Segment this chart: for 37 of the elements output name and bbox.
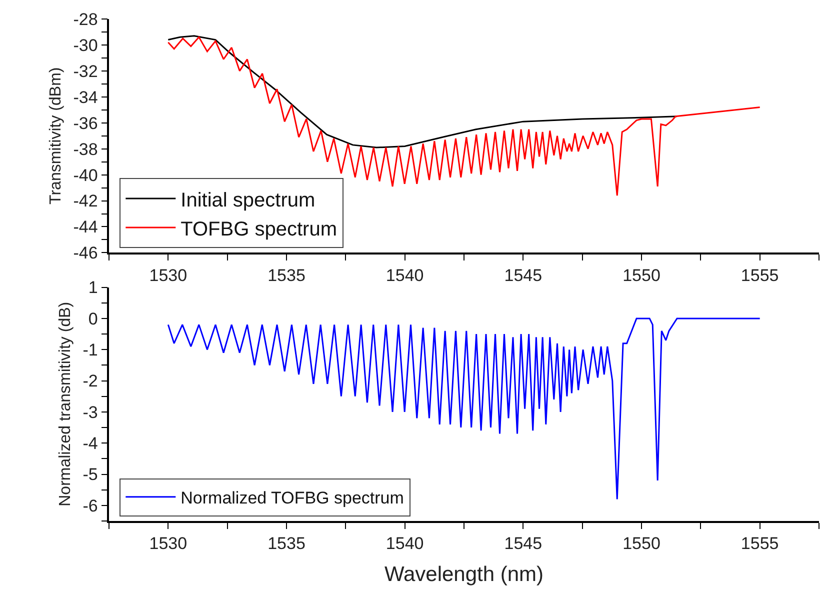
y-tick-label: -30 [73, 36, 98, 55]
y-tick-label: -44 [73, 218, 98, 237]
x-tick-label: 1555 [740, 266, 779, 285]
y-tick-label: -1 [82, 340, 98, 360]
y-tick-label: -46 [73, 244, 98, 263]
y-axis-title: Transmitivity (dBm) [48, 67, 65, 204]
y-tick-label: -42 [73, 192, 98, 211]
line-series [167, 35, 678, 148]
x-axis-title: Wavelength (nm) [384, 562, 544, 586]
y-tick-label: -3 [82, 402, 98, 422]
legend-label: TOFBG spectrum [180, 218, 337, 240]
x-tick-label: 1535 [268, 266, 306, 285]
y-tick-label: -5 [82, 465, 98, 484]
x-tick-label: 1540 [386, 266, 424, 285]
legend-label: Initial spectrum [180, 189, 316, 212]
x-tick-label: 1550 [622, 534, 660, 554]
x-tick-label: 1555 [740, 534, 779, 554]
x-tick-label: 1535 [268, 534, 306, 554]
legend-label: Normalized TOFBG spectrum [180, 488, 404, 508]
x-tick-label: 1545 [504, 266, 542, 285]
x-tick-label: 1540 [386, 534, 424, 554]
y-tick-label: -38 [73, 140, 98, 159]
x-tick-label: 1545 [504, 534, 542, 554]
y-tick-label: -28 [73, 10, 98, 29]
y-tick-label: 1 [88, 278, 98, 298]
x-tick-label: 1530 [149, 534, 188, 554]
y-axis-title: Normalized transmitivity (dB) [57, 302, 74, 506]
y-tick-label: -4 [82, 434, 98, 454]
y-tick-label: -36 [73, 114, 98, 133]
x-tick-label: 1550 [622, 266, 660, 285]
y-tick-label: -34 [73, 88, 98, 107]
y-tick-label: -2 [82, 372, 98, 391]
y-tick-label: -32 [73, 62, 98, 81]
y-tick-label: -40 [73, 166, 98, 185]
y-tick-label: -6 [82, 496, 98, 516]
y-tick-label: 0 [88, 309, 98, 328]
x-tick-label: 1530 [149, 266, 188, 285]
